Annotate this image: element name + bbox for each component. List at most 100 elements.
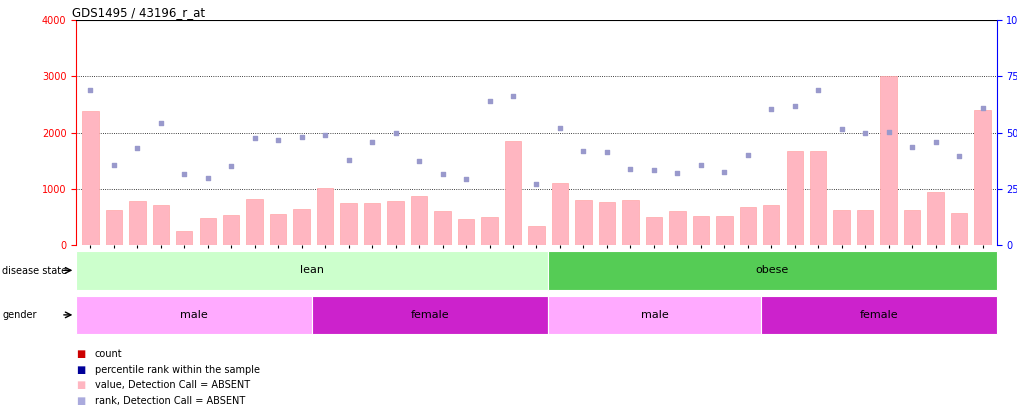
Point <box>881 128 897 135</box>
Text: ■: ■ <box>76 350 85 359</box>
Point <box>176 171 192 177</box>
Bar <box>904 210 920 245</box>
Point <box>434 171 451 177</box>
Point <box>811 87 827 94</box>
Point <box>411 158 427 164</box>
Bar <box>294 209 310 245</box>
Bar <box>951 213 967 245</box>
Point <box>693 162 709 168</box>
Point <box>576 147 592 154</box>
Point <box>223 163 239 170</box>
Text: female: female <box>859 310 898 320</box>
Bar <box>622 200 639 245</box>
Bar <box>504 141 521 245</box>
Bar <box>434 211 451 245</box>
Bar <box>153 205 169 245</box>
Point <box>528 181 544 188</box>
Bar <box>669 211 685 245</box>
Bar <box>82 111 99 245</box>
Text: lean: lean <box>300 265 324 275</box>
Text: female: female <box>411 310 450 320</box>
Point <box>974 104 991 111</box>
Bar <box>810 151 827 245</box>
Point <box>129 145 145 151</box>
Point <box>364 139 380 145</box>
Text: percentile rank within the sample: percentile rank within the sample <box>95 365 259 375</box>
Bar <box>312 296 548 334</box>
Bar <box>317 188 334 245</box>
Point <box>317 132 334 138</box>
Bar <box>246 199 263 245</box>
Bar <box>129 200 145 245</box>
Point <box>928 139 944 145</box>
Point <box>834 126 850 132</box>
Bar <box>646 217 662 245</box>
Point <box>387 130 404 136</box>
Point <box>458 175 474 182</box>
Text: rank, Detection Call = ABSENT: rank, Detection Call = ABSENT <box>95 396 245 405</box>
Bar <box>548 251 997 290</box>
Bar <box>411 196 427 245</box>
Bar <box>716 216 732 245</box>
Point <box>82 87 99 94</box>
Point <box>199 174 216 181</box>
Bar <box>857 210 874 245</box>
Bar <box>974 110 991 245</box>
Bar <box>693 216 709 245</box>
Bar <box>763 205 779 245</box>
Point <box>739 152 756 158</box>
Point <box>341 157 357 163</box>
Point <box>294 134 310 141</box>
Bar <box>881 77 897 245</box>
Text: obese: obese <box>756 265 789 275</box>
Text: ■: ■ <box>76 365 85 375</box>
Point <box>622 166 639 173</box>
Bar <box>106 210 122 245</box>
Point <box>246 135 262 141</box>
Point <box>716 169 732 175</box>
Bar <box>739 207 756 245</box>
Point <box>786 102 802 109</box>
Point <box>951 152 967 159</box>
Point <box>271 137 287 143</box>
Point <box>904 144 920 151</box>
Bar <box>552 183 569 245</box>
Bar <box>528 226 545 245</box>
Point <box>552 125 569 131</box>
Bar <box>761 296 997 334</box>
Bar <box>199 218 216 245</box>
Bar <box>481 217 497 245</box>
Text: male: male <box>180 310 208 320</box>
Bar <box>364 203 380 245</box>
Text: ■: ■ <box>76 380 85 390</box>
Bar <box>76 251 548 290</box>
Bar <box>786 151 803 245</box>
Text: disease state: disease state <box>2 266 67 275</box>
Point <box>857 130 874 136</box>
Text: gender: gender <box>2 310 37 320</box>
Bar <box>387 200 404 245</box>
Text: ■: ■ <box>76 396 85 405</box>
Point <box>763 106 779 112</box>
Text: count: count <box>95 350 122 359</box>
Bar <box>599 202 615 245</box>
Bar <box>928 192 944 245</box>
Point <box>669 170 685 176</box>
Bar <box>548 296 761 334</box>
Bar <box>458 219 474 245</box>
Point <box>646 167 662 173</box>
Text: value, Detection Call = ABSENT: value, Detection Call = ABSENT <box>95 380 250 390</box>
Point <box>599 149 615 156</box>
Bar <box>270 213 287 245</box>
Point <box>153 120 169 126</box>
Point <box>481 97 497 104</box>
Point <box>106 162 122 168</box>
Text: GDS1495 / 43196_r_at: GDS1495 / 43196_r_at <box>71 6 204 19</box>
Bar <box>76 296 312 334</box>
Bar <box>834 210 850 245</box>
Bar <box>223 215 239 245</box>
Point <box>504 93 521 99</box>
Bar <box>576 200 592 245</box>
Text: male: male <box>641 310 668 320</box>
Bar <box>341 203 357 245</box>
